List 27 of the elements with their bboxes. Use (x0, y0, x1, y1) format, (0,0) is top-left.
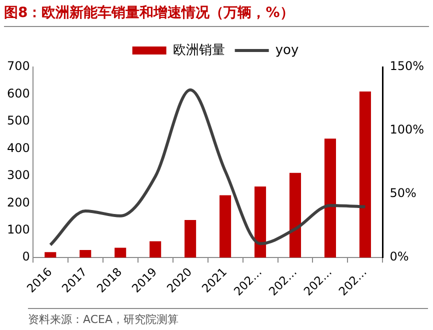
y-tick-label: 600 (7, 86, 30, 100)
bar (44, 252, 56, 258)
y2-tick-label: 50% (390, 186, 416, 200)
y-tick-label: 300 (7, 168, 30, 182)
bar (114, 248, 126, 258)
bar (359, 92, 371, 258)
chart-title: 图8：欧洲新能车销量和增速情况（万辆，%） (4, 4, 429, 27)
y2-tick-label: 0% (390, 250, 409, 264)
bar (324, 138, 336, 258)
y-tick-label: 400 (7, 140, 30, 155)
bar (220, 195, 232, 258)
text: 资料来源：ACEA，研究院测算 (28, 308, 428, 327)
y-tick-label: 0 (22, 250, 30, 264)
bar (150, 241, 162, 258)
bar (184, 220, 196, 258)
bar (254, 186, 266, 258)
legend-label: 欧洲销量 (172, 42, 225, 58)
line-series (48, 88, 367, 246)
y-tick-label: 500 (7, 114, 30, 128)
y-tick-label: 100 (7, 222, 30, 236)
y-tick-label: 200 (7, 195, 30, 210)
bar (289, 172, 302, 258)
y-tick-label: 700 (7, 59, 30, 74)
y2-tick-label: 100% (390, 122, 424, 137)
bar (80, 250, 92, 258)
y2-tick-label: 150% (390, 59, 424, 74)
legend-label: yoy (275, 42, 299, 58)
